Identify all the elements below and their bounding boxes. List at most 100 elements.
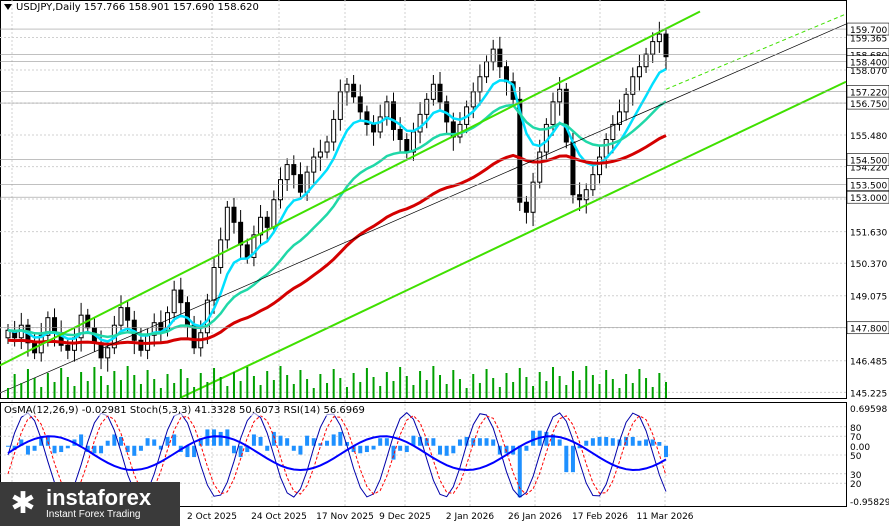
volume-bar [578, 380, 581, 398]
volume-bar [292, 384, 295, 398]
volume-bar [485, 369, 488, 398]
volume-bar [359, 382, 362, 398]
candle-body [311, 156, 317, 173]
level-label: 156.750 [850, 100, 887, 110]
candle-body [271, 199, 277, 228]
volume-bar [193, 387, 196, 398]
volume-bar [412, 385, 415, 398]
volume-bar [545, 381, 548, 398]
candle-body [244, 244, 250, 258]
volume-bar [345, 387, 348, 398]
volume-bar [33, 378, 36, 398]
osma-bar [258, 436, 263, 446]
logo-tagline: Instant Forex Trading [46, 509, 141, 520]
osma-bar [358, 445, 363, 454]
osma-bar [344, 441, 349, 446]
candle-body [603, 138, 609, 158]
stoch-level-label: 20 [850, 480, 862, 490]
osma-bar [125, 445, 130, 453]
osma-bar [231, 445, 236, 454]
volume-bar [73, 386, 76, 398]
volume-bar [60, 368, 63, 398]
osma-bar [644, 439, 649, 446]
volume-bar [226, 386, 229, 398]
candle-body [344, 83, 350, 93]
candle-body [65, 344, 71, 351]
ema-slow-line [7, 134, 667, 346]
volume-bar [272, 380, 275, 398]
volume-bar [100, 376, 103, 398]
candle-body [52, 317, 58, 334]
osma-bar [371, 445, 376, 450]
osma-bar [444, 445, 449, 456]
volume-bar [166, 374, 169, 398]
stoch-level-label: 30 [850, 471, 862, 481]
candle-body [317, 151, 323, 158]
channel-projection-line [665, 13, 847, 90]
osma-bar [218, 431, 223, 446]
candle-body [457, 123, 463, 138]
candle-body [351, 83, 357, 98]
osma-bar [424, 438, 429, 446]
candle-body [264, 216, 270, 228]
candle-body [297, 174, 303, 193]
volume-bar [365, 368, 368, 398]
price-tick-label: 145.225 [850, 389, 887, 399]
osma-bar [165, 436, 170, 446]
osma-bar [491, 439, 496, 446]
candle-body [430, 83, 436, 100]
osma-bar [6, 445, 10, 447]
date-tick-label: 2 Jan 2026 [446, 512, 494, 522]
osma-bar [551, 434, 556, 446]
price-tick-label: 149.075 [850, 293, 887, 303]
osma-bar [198, 438, 203, 446]
channel-line [0, 10, 701, 367]
volume-bar [332, 369, 335, 398]
level-label: 159.700 [850, 26, 887, 36]
volume-bar [259, 385, 262, 398]
volume-bar [611, 379, 614, 398]
osma-bar [531, 430, 536, 446]
price-tick-label: 151.630 [850, 229, 887, 239]
volume-bar [565, 385, 568, 398]
volume-bar [651, 387, 654, 398]
osma-bar [32, 445, 37, 451]
date-tick-label: 26 Jan 2026 [508, 512, 562, 522]
volume-bar [372, 377, 375, 398]
candle-body [171, 289, 177, 314]
osma-bar [438, 445, 443, 455]
candle-body [45, 317, 51, 336]
volume-bar [126, 366, 129, 398]
stoch-level-label: 50 [850, 452, 862, 462]
candle-body [224, 206, 230, 241]
volume-bar [252, 376, 255, 398]
candle-body [384, 101, 390, 118]
osma-bar [39, 436, 44, 446]
instaforex-mark-icon: ✱ [10, 486, 36, 521]
osma-bar [138, 445, 143, 451]
candle-body [563, 88, 569, 143]
osma-axis-label: 0.00 [850, 443, 870, 453]
osma-bar [637, 440, 642, 446]
candle-body [484, 61, 490, 78]
osma-bar [185, 445, 190, 458]
osma-bar [118, 436, 123, 446]
candle-body [616, 111, 622, 125]
osma-bar [451, 445, 456, 454]
osma-bar [477, 438, 482, 446]
volume-bar [106, 385, 109, 398]
level-label-box [846, 55, 889, 68]
osma-bar [577, 445, 582, 449]
volume-bar [518, 368, 521, 398]
osma-bar [325, 440, 330, 446]
volume-bar [113, 371, 116, 398]
volume-bar [179, 369, 182, 398]
osma-bar [504, 445, 509, 454]
volume-bar [432, 366, 435, 398]
instaforex-logo: ✱ instaforex Instant Forex Trading [0, 482, 180, 526]
volume-bar [20, 383, 23, 398]
osma-bar [291, 445, 296, 451]
volume-bar [425, 380, 428, 398]
volume-bar [591, 375, 594, 398]
